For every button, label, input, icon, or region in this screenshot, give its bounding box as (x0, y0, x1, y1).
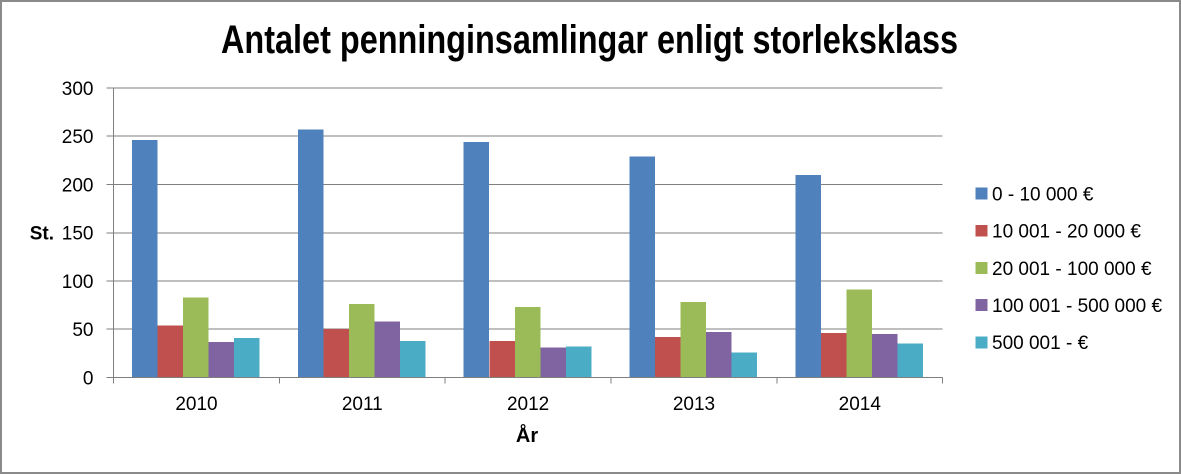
svg-text:100: 100 (62, 272, 94, 293)
svg-text:2010: 2010 (175, 394, 217, 415)
svg-text:300: 300 (62, 79, 94, 100)
svg-text:100 001 - 500 000 €: 100 001 - 500 000 € (992, 296, 1163, 317)
svg-text:50: 50 (72, 320, 93, 341)
svg-text:500 001 - €: 500 001 - € (992, 333, 1089, 354)
svg-text:10 001 - 20 000 €: 10 001 - 20 000 € (992, 222, 1141, 243)
svg-text:250: 250 (62, 127, 94, 148)
svg-text:2013: 2013 (673, 394, 715, 415)
svg-text:150: 150 (62, 224, 94, 245)
svg-text:20 001 - 100 000 €: 20 001 - 100 000 € (992, 259, 1152, 280)
svg-text:2011: 2011 (342, 394, 383, 415)
svg-text:0: 0 (83, 368, 94, 389)
svg-text:År: År (516, 423, 538, 447)
svg-text:0 - 10 000 €: 0 - 10 000 € (992, 184, 1094, 205)
svg-text:200: 200 (62, 175, 94, 196)
svg-text:2014: 2014 (839, 394, 882, 415)
svg-text:2012: 2012 (507, 394, 549, 415)
svg-text:St.: St. (30, 224, 54, 245)
svg-text:Antalet penninginsamlingar enl: Antalet penninginsamlingar enligt storle… (221, 17, 958, 62)
